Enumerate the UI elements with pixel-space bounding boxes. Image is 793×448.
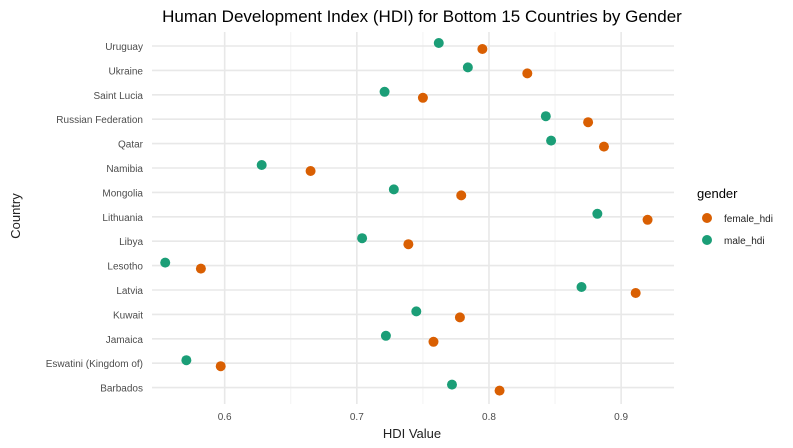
point-female-hdi bbox=[305, 166, 316, 176]
y-tick-label: Eswatini (Kingdom of) bbox=[46, 359, 143, 370]
x-axis-ticks: 0.6 0.7 0.8 0.9 bbox=[218, 412, 629, 423]
point-male-hdi bbox=[380, 330, 391, 341]
grid-layer bbox=[152, 32, 674, 404]
y-tick-label: Jamaica bbox=[106, 335, 144, 346]
point-female-hdi bbox=[598, 141, 609, 152]
point-female-hdi bbox=[522, 68, 533, 79]
y-tick-label: Barbados bbox=[100, 384, 143, 395]
point-female-hdi bbox=[477, 44, 488, 54]
y-tick-label: Lesotho bbox=[107, 262, 143, 273]
point-male-hdi bbox=[388, 184, 399, 195]
y-tick-label: Latvia bbox=[116, 286, 143, 297]
point-female-hdi bbox=[630, 288, 641, 298]
legend-marker-female-hdi bbox=[702, 213, 712, 223]
point-female-hdi bbox=[454, 312, 465, 323]
point-male-hdi bbox=[546, 135, 557, 146]
point-female-hdi bbox=[428, 336, 439, 347]
x-tick-label: 0.7 bbox=[350, 412, 364, 423]
y-tick-label: Libya bbox=[119, 237, 143, 248]
point-male-hdi bbox=[181, 355, 192, 366]
point-female-hdi bbox=[417, 92, 428, 103]
point-male-hdi bbox=[256, 160, 267, 170]
point-male-hdi bbox=[576, 282, 587, 292]
y-axis-label: Country bbox=[8, 193, 23, 239]
y-tick-label: Mongolia bbox=[102, 188, 143, 199]
point-male-hdi bbox=[433, 38, 444, 48]
point-female-hdi bbox=[583, 117, 594, 128]
x-tick-label: 0.8 bbox=[482, 412, 496, 423]
point-female-hdi bbox=[215, 361, 226, 372]
y-tick-label: Kuwait bbox=[113, 310, 143, 321]
x-tick-label: 0.6 bbox=[218, 412, 232, 423]
point-male-hdi bbox=[160, 257, 171, 268]
legend-label-male-hdi: male_hdi bbox=[724, 236, 765, 247]
point-female-hdi bbox=[494, 385, 505, 396]
point-female-hdi bbox=[642, 214, 653, 225]
point-female-hdi bbox=[403, 239, 414, 250]
legend-label-female-hdi: female_hdi bbox=[724, 214, 773, 225]
point-male-hdi bbox=[357, 233, 368, 244]
y-tick-label: Uruguay bbox=[105, 42, 143, 53]
data-points bbox=[160, 38, 653, 396]
point-male-hdi bbox=[446, 379, 457, 390]
point-male-hdi bbox=[592, 208, 603, 219]
chart-title: Human Development Index (HDI) for Bottom… bbox=[162, 7, 682, 26]
legend-title: gender bbox=[697, 186, 738, 201]
y-tick-label: Qatar bbox=[118, 140, 144, 151]
point-male-hdi bbox=[379, 86, 390, 97]
point-male-hdi bbox=[462, 62, 473, 73]
y-tick-label: Lithuania bbox=[102, 213, 143, 224]
point-male-hdi bbox=[411, 306, 422, 317]
legend: gender female_hdi male_hdi bbox=[697, 186, 773, 247]
legend-marker-male-hdi bbox=[702, 235, 712, 245]
y-tick-label: Namibia bbox=[106, 164, 143, 175]
y-tick-label: Russian Federation bbox=[56, 115, 143, 126]
y-tick-label: Ukraine bbox=[109, 66, 144, 77]
point-female-hdi bbox=[195, 263, 206, 274]
point-female-hdi bbox=[456, 190, 467, 201]
point-male-hdi bbox=[540, 111, 551, 122]
y-axis-ticks: Uruguay Ukraine Saint Lucia Russian Federat… bbox=[46, 42, 144, 395]
y-tick-label: Saint Lucia bbox=[94, 91, 144, 102]
x-tick-label: 0.9 bbox=[614, 412, 628, 423]
x-axis-label: HDI Value bbox=[383, 426, 441, 441]
